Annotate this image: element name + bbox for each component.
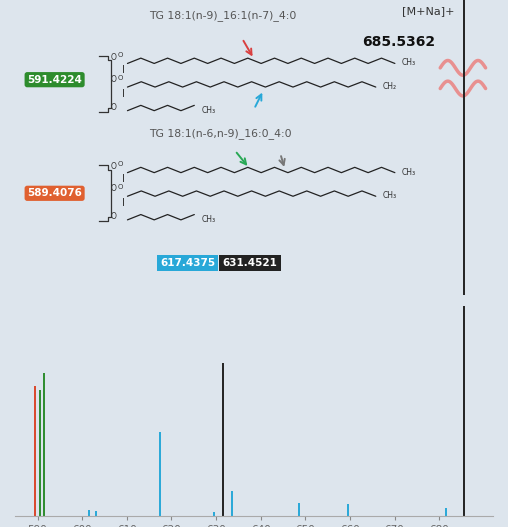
Text: [M+Na]+: [M+Na]+ [402, 6, 455, 16]
Text: 631.4521: 631.4521 [223, 258, 277, 268]
Text: TG 18:1(n-9)_16:1(n-7)_4:0: TG 18:1(n-9)_16:1(n-7)_4:0 [149, 11, 296, 21]
Text: O: O [111, 103, 117, 112]
Text: TG 18:1(n-6,n-9)_16:0_4:0: TG 18:1(n-6,n-9)_16:0_4:0 [149, 129, 292, 139]
Text: O: O [111, 53, 117, 62]
Text: CH₃: CH₃ [402, 168, 416, 177]
Text: O: O [118, 161, 123, 167]
Text: CH₃: CH₃ [202, 215, 215, 224]
Text: CH₃: CH₃ [202, 105, 215, 114]
Text: CH₃: CH₃ [402, 58, 416, 67]
Text: 685.5362: 685.5362 [362, 35, 435, 50]
Text: O: O [118, 75, 123, 81]
Text: O: O [118, 184, 123, 190]
Text: 591.4224: 591.4224 [27, 75, 82, 85]
Text: O: O [111, 212, 117, 221]
Text: CH₂: CH₂ [383, 82, 397, 91]
Text: 589.4076: 589.4076 [27, 188, 82, 198]
Text: O: O [111, 184, 117, 193]
Text: O: O [118, 52, 123, 57]
Text: CH₃: CH₃ [383, 191, 397, 200]
Text: O: O [111, 75, 117, 84]
Text: O: O [111, 162, 117, 171]
Text: 617.4375: 617.4375 [160, 258, 215, 268]
